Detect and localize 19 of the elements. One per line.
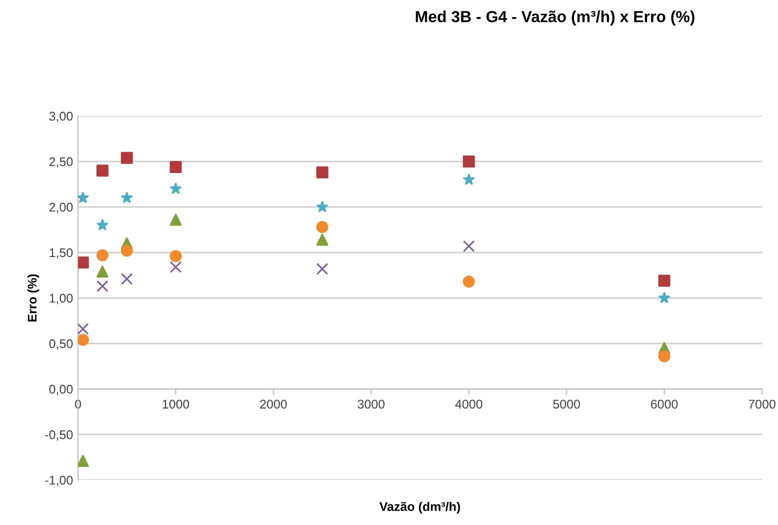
x-tick-label: 2000 xyxy=(260,400,287,409)
chart-title: Med 3B - G4 - Vazão (m³/h) x Erro (%) xyxy=(416,10,694,26)
x-axis-title: Vazão (dm³/h) xyxy=(379,502,460,514)
y-tick-label: 2,50 xyxy=(49,157,73,168)
x-tick-label: 5000 xyxy=(553,400,580,409)
x-tick-label: 3000 xyxy=(358,400,385,409)
y-tick-label: 2,00 xyxy=(49,202,73,214)
x-tick-label: 1000 xyxy=(162,400,190,409)
y-axis-title: Erro (%) xyxy=(27,274,40,322)
y-tick-label: 3,00 xyxy=(49,112,73,122)
y-tick-label: 0,00 xyxy=(49,384,73,396)
y-tick-label: -1,00 xyxy=(45,476,73,486)
y-tick-label: 1,50 xyxy=(50,248,73,259)
y-tick-label: 1,00 xyxy=(50,294,73,304)
y-tick-label: 0,50 xyxy=(49,339,73,350)
x-tick-label: 7000 xyxy=(748,400,776,409)
y-tick-label: -0,50 xyxy=(45,430,73,441)
x-tick-label: 6000 xyxy=(651,400,678,409)
x-tick-label: 4000 xyxy=(455,400,482,409)
